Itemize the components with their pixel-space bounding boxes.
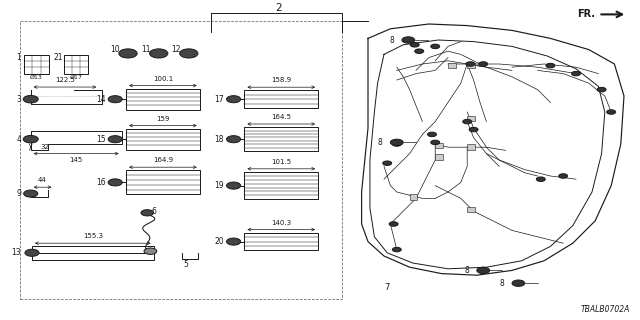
Text: 16: 16 [96,178,106,187]
Circle shape [150,49,168,58]
Circle shape [466,62,475,66]
Circle shape [392,247,401,252]
Circle shape [469,127,478,132]
Text: 6: 6 [151,207,156,216]
Text: 8: 8 [500,279,504,288]
Text: Ø13: Ø13 [30,75,43,80]
Text: 7: 7 [385,283,390,292]
Circle shape [431,140,440,145]
Text: 164.9: 164.9 [153,157,173,164]
Circle shape [227,96,241,103]
Text: 8: 8 [390,36,394,44]
Bar [244,127,318,151]
Circle shape [392,142,401,146]
Bar [20,21,342,299]
Text: 100.1: 100.1 [153,76,173,82]
Text: 15: 15 [96,135,106,144]
Text: 44: 44 [38,177,47,183]
Bar [244,172,318,199]
Circle shape [479,62,488,66]
Text: 8: 8 [465,266,469,275]
Text: 140.3: 140.3 [271,220,291,226]
Circle shape [119,49,137,58]
Bar [467,116,475,121]
Text: 32: 32 [40,144,49,150]
Bar [448,63,456,68]
Text: 17: 17 [214,95,224,104]
Text: 11: 11 [141,45,151,54]
Circle shape [108,96,122,103]
Circle shape [410,43,419,47]
Text: 12: 12 [172,45,181,54]
Bar [64,55,88,74]
Circle shape [108,136,122,143]
Text: 122.5: 122.5 [55,77,75,83]
Bar [244,91,318,108]
Circle shape [477,267,490,274]
Bar [467,63,475,68]
Text: 3: 3 [16,95,21,104]
Circle shape [428,132,436,137]
Text: 5: 5 [183,260,188,269]
Circle shape [546,63,555,68]
Text: 14: 14 [96,95,106,104]
Bar [126,171,200,195]
Circle shape [389,222,398,226]
Text: TBALB0702A: TBALB0702A [581,305,630,314]
Circle shape [431,44,440,49]
Circle shape [23,135,38,143]
Text: 101.5: 101.5 [271,159,291,165]
Circle shape [227,182,241,189]
Circle shape [607,110,616,114]
Text: 155.3: 155.3 [83,233,103,239]
Text: 19: 19 [214,181,224,190]
Circle shape [536,177,545,181]
Circle shape [227,238,241,245]
Text: 164.5: 164.5 [271,114,291,120]
Circle shape [227,136,241,143]
Text: Ø17: Ø17 [70,75,83,80]
Text: 20: 20 [214,237,224,246]
Text: 21: 21 [53,53,63,62]
Bar [467,144,475,150]
Circle shape [463,119,472,124]
Circle shape [402,37,415,43]
Bar [410,194,417,200]
Bar [32,246,154,260]
Circle shape [415,49,424,53]
Text: 18: 18 [214,135,224,144]
Circle shape [108,179,122,186]
Circle shape [144,248,157,254]
Text: 2: 2 [275,3,282,13]
Circle shape [597,87,606,92]
Text: 1: 1 [17,53,21,62]
Text: 4: 4 [16,135,21,144]
Bar [435,143,443,148]
Circle shape [559,174,568,178]
Text: 145: 145 [70,157,83,163]
Text: 158.9: 158.9 [271,77,291,84]
Circle shape [25,249,39,256]
Circle shape [180,49,198,58]
Bar [24,55,49,74]
Circle shape [141,210,154,216]
Text: 13: 13 [12,248,21,257]
Circle shape [572,71,580,76]
Text: 9: 9 [16,189,21,198]
Bar [435,154,443,160]
Circle shape [390,139,403,146]
Text: 159: 159 [156,116,170,122]
Text: 8: 8 [378,138,383,147]
Circle shape [24,190,38,197]
Text: 10: 10 [111,45,120,54]
Circle shape [23,95,38,103]
Bar [467,207,475,212]
Circle shape [383,161,392,165]
Bar [126,89,200,110]
Bar [244,233,318,250]
Bar [126,129,200,150]
Circle shape [512,280,525,286]
Text: FR.: FR. [577,9,595,20]
